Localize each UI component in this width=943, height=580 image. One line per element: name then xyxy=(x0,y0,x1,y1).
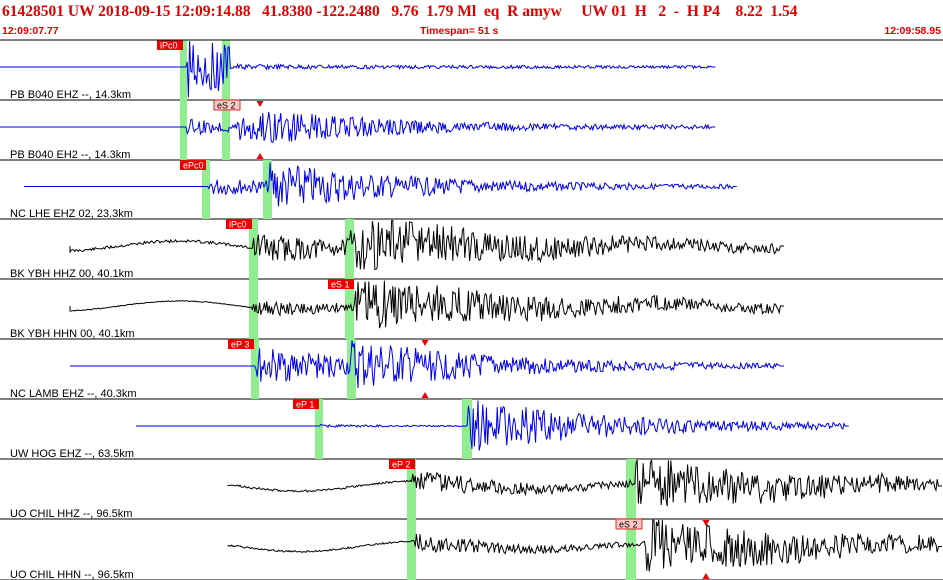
pick-band xyxy=(180,40,187,100)
pick-band xyxy=(202,160,210,219)
channel-label: UO CHIL HHN --, 96.5km xyxy=(10,569,134,580)
pick-label-box[interactable] xyxy=(213,99,241,111)
pick-label[interactable]: ePc0 xyxy=(183,161,204,171)
pick-label[interactable]: eS 1 xyxy=(331,280,350,290)
trace-panel[interactable]: eS 2 UO CHIL HHN --, 96.5km xyxy=(0,518,943,580)
channel-label: NC LHE EHZ 02, 23.3km xyxy=(10,208,133,220)
pick-band xyxy=(462,399,472,459)
pick-band xyxy=(345,219,354,279)
pick-label-box[interactable] xyxy=(226,219,252,229)
channel-label: UO CHIL HHZ --, 96.5km xyxy=(10,508,132,520)
amplitude-marker-down[interactable] xyxy=(702,520,710,526)
timespan-readout: Timespan= 51 s xyxy=(420,25,499,37)
pick-label-box[interactable] xyxy=(228,339,254,349)
channel-label: PB B040 EHZ --, 14.3km xyxy=(10,89,131,101)
channel-label: BK YBH HHZ 00, 40.1km xyxy=(10,268,133,280)
end-time: 12:09:58.95 xyxy=(884,25,941,37)
trace-panel[interactable]: eS 2 PB B040 EH2 --, 14.3km xyxy=(0,99,943,161)
amplitude-marker-down[interactable] xyxy=(256,101,264,107)
waveform-trace xyxy=(69,280,784,329)
pick-label[interactable]: eP 2 xyxy=(392,460,410,470)
pick-band xyxy=(222,100,230,160)
pick-label-box[interactable] xyxy=(389,459,415,469)
trace-panel[interactable]: ePc0 NC LHE EHZ 02, 23.3km xyxy=(0,160,943,220)
pick-band xyxy=(249,219,258,279)
pick-band xyxy=(315,399,323,459)
pick-band xyxy=(249,279,258,339)
trace-panel[interactable]: eP 2 UO CHIL HHZ --, 96.5km xyxy=(0,459,943,520)
waveform-trace xyxy=(0,112,716,144)
waveform-trace xyxy=(136,400,849,451)
trace-panel[interactable]: iPc0 PB B040 EHZ --, 14.3km xyxy=(0,40,943,101)
amplitude-marker-down[interactable] xyxy=(421,340,429,346)
waveform-trace xyxy=(227,459,942,507)
pick-label-box[interactable] xyxy=(293,399,319,409)
pick-label-box[interactable] xyxy=(328,279,354,289)
waveform-trace xyxy=(24,162,737,207)
pick-label[interactable]: iPc0 xyxy=(229,220,247,230)
event-header: 61428501 UW 2018-09-15 12:09:14.88 41.83… xyxy=(2,3,798,20)
waveform-trace xyxy=(0,40,716,98)
pick-label-box[interactable] xyxy=(157,40,183,50)
channel-label: NC LAMB EHZ --, 40.3km xyxy=(10,388,137,400)
pick-label-box[interactable] xyxy=(180,160,206,170)
trace-panel[interactable]: eS 1 BK YBH HHN 00, 40.1km xyxy=(0,279,943,340)
channel-label: UW HOG EHZ --, 63.5km xyxy=(10,448,134,460)
trace-panel[interactable]: iPc0 BK YBH HHZ 00, 40.1km xyxy=(0,219,943,280)
amplitude-marker-up[interactable] xyxy=(702,573,710,579)
waveform-trace xyxy=(227,519,942,572)
waveform-trace xyxy=(70,340,784,389)
pick-band xyxy=(347,339,356,399)
trace-panel[interactable]: eP 3 NC LAMB EHZ --, 40.3km xyxy=(0,339,943,400)
pick-label[interactable]: eS 2 xyxy=(619,520,638,530)
pick-label[interactable]: eP 3 xyxy=(231,340,249,350)
start-time: 12:09:07.77 xyxy=(2,25,59,37)
amplitude-marker-up[interactable] xyxy=(256,153,264,159)
pick-band xyxy=(407,519,416,580)
channel-label: BK YBH HHN 00, 40.1km xyxy=(10,328,135,340)
pick-label[interactable]: eP 1 xyxy=(296,400,314,410)
pick-band xyxy=(407,459,416,519)
pick-band xyxy=(180,100,187,160)
channel-label: PB B040 EH2 --, 14.3km xyxy=(10,149,130,161)
pick-label[interactable]: iPc0 xyxy=(160,41,178,51)
pick-band xyxy=(251,339,259,399)
waveform-trace xyxy=(69,220,784,270)
pick-label[interactable]: eS 2 xyxy=(217,101,236,111)
amplitude-marker-up[interactable] xyxy=(421,392,429,398)
pick-label-box[interactable] xyxy=(615,518,643,530)
pick-band xyxy=(626,519,636,580)
trace-panel[interactable]: eP 1 UW HOG EHZ --, 63.5km xyxy=(0,399,943,460)
pick-band xyxy=(626,459,636,519)
pick-band xyxy=(345,279,354,339)
